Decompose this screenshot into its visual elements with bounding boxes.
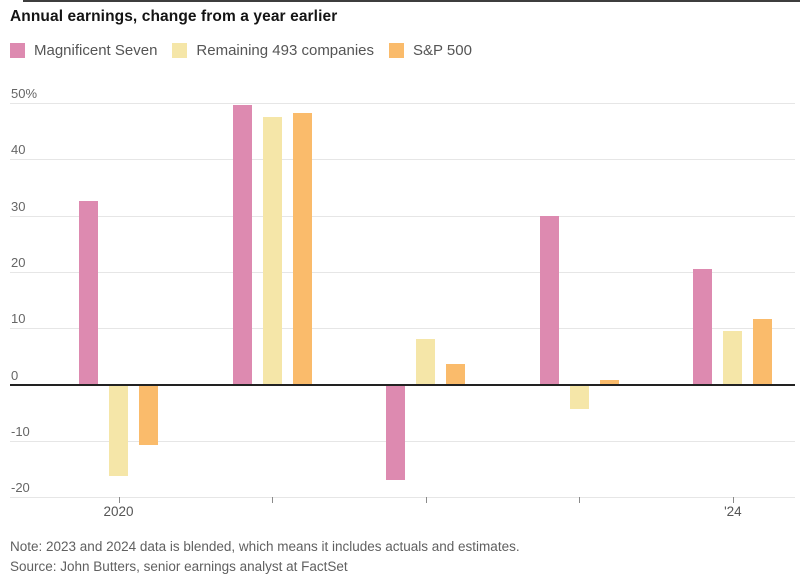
legend-label-remaining-493: Remaining 493 companies (196, 42, 375, 59)
y-axis-tick-label: 50% (11, 86, 38, 101)
gridline (10, 271, 795, 273)
chart-source: Source: John Butters, senior earnings an… (10, 559, 348, 574)
y-axis-tick-label: 20 (11, 254, 26, 270)
gridline (10, 159, 795, 161)
chart-note: Note: 2023 and 2024 data is blended, whi… (10, 539, 520, 554)
bar-s-p-500-2024 (753, 319, 773, 385)
y-axis-tick-label: 0 (11, 367, 19, 383)
legend-swatch-remaining-493 (172, 43, 188, 58)
bar-s-p-500-2022 (446, 364, 466, 385)
bar-magnificent-seven-2022 (386, 385, 406, 481)
legend-swatch-magnificent-seven (10, 43, 25, 58)
y-axis-tick-label: 10 (11, 311, 26, 327)
bar-s-p-500-2020 (139, 385, 158, 446)
x-axis-tick (732, 497, 734, 503)
bar-s-p-500-2023 (599, 379, 619, 385)
x-axis-tick-label: 2020 (103, 504, 134, 519)
bar-remaining-493-companies-2023 (569, 385, 589, 410)
legend-item-remaining-493: Remaining 493 companies (172, 42, 374, 59)
bar-magnificent-seven-2020 (79, 200, 98, 385)
zero-axis-line (10, 384, 795, 386)
x-axis-tick (579, 497, 581, 503)
bar-magnificent-seven-2023 (539, 216, 559, 385)
bar-remaining-493-companies-2022 (416, 338, 436, 385)
bar-s-p-500-2021 (292, 113, 312, 385)
y-axis-tick-label: -20 (11, 480, 30, 496)
bar-magnificent-seven-2021 (232, 105, 252, 385)
x-axis-tick (272, 497, 274, 503)
bar-remaining-493-companies-2020 (109, 385, 128, 477)
gridline (10, 103, 795, 104)
chart-legend: Magnificent Seven Remaining 493 companie… (10, 42, 472, 59)
gridline (10, 497, 795, 499)
bar-magnificent-seven-2024 (693, 269, 713, 385)
x-axis-tick-label: '24 (724, 504, 742, 519)
legend-label-magnificent-seven: Magnificent Seven (34, 42, 158, 59)
y-axis-tick-label: 30 (11, 198, 26, 214)
x-axis-tick (118, 497, 120, 503)
top-rule (23, 0, 800, 2)
y-axis-tick-label: -10 (11, 423, 30, 439)
gridline (10, 328, 795, 330)
gridline (10, 215, 795, 217)
legend-label-sp500: S&P 500 (413, 42, 472, 59)
legend-item-magnificent-seven: Magnificent Seven (10, 42, 157, 59)
y-axis-tick-label: 40 (11, 142, 26, 158)
legend-swatch-sp500 (389, 43, 405, 58)
chart-title: Annual earnings, change from a year earl… (10, 8, 338, 25)
x-axis-tick (425, 497, 427, 503)
bar-remaining-493-companies-2024 (723, 331, 743, 385)
bar-remaining-493-companies-2021 (262, 117, 282, 385)
legend-item-sp500: S&P 500 (389, 42, 472, 59)
